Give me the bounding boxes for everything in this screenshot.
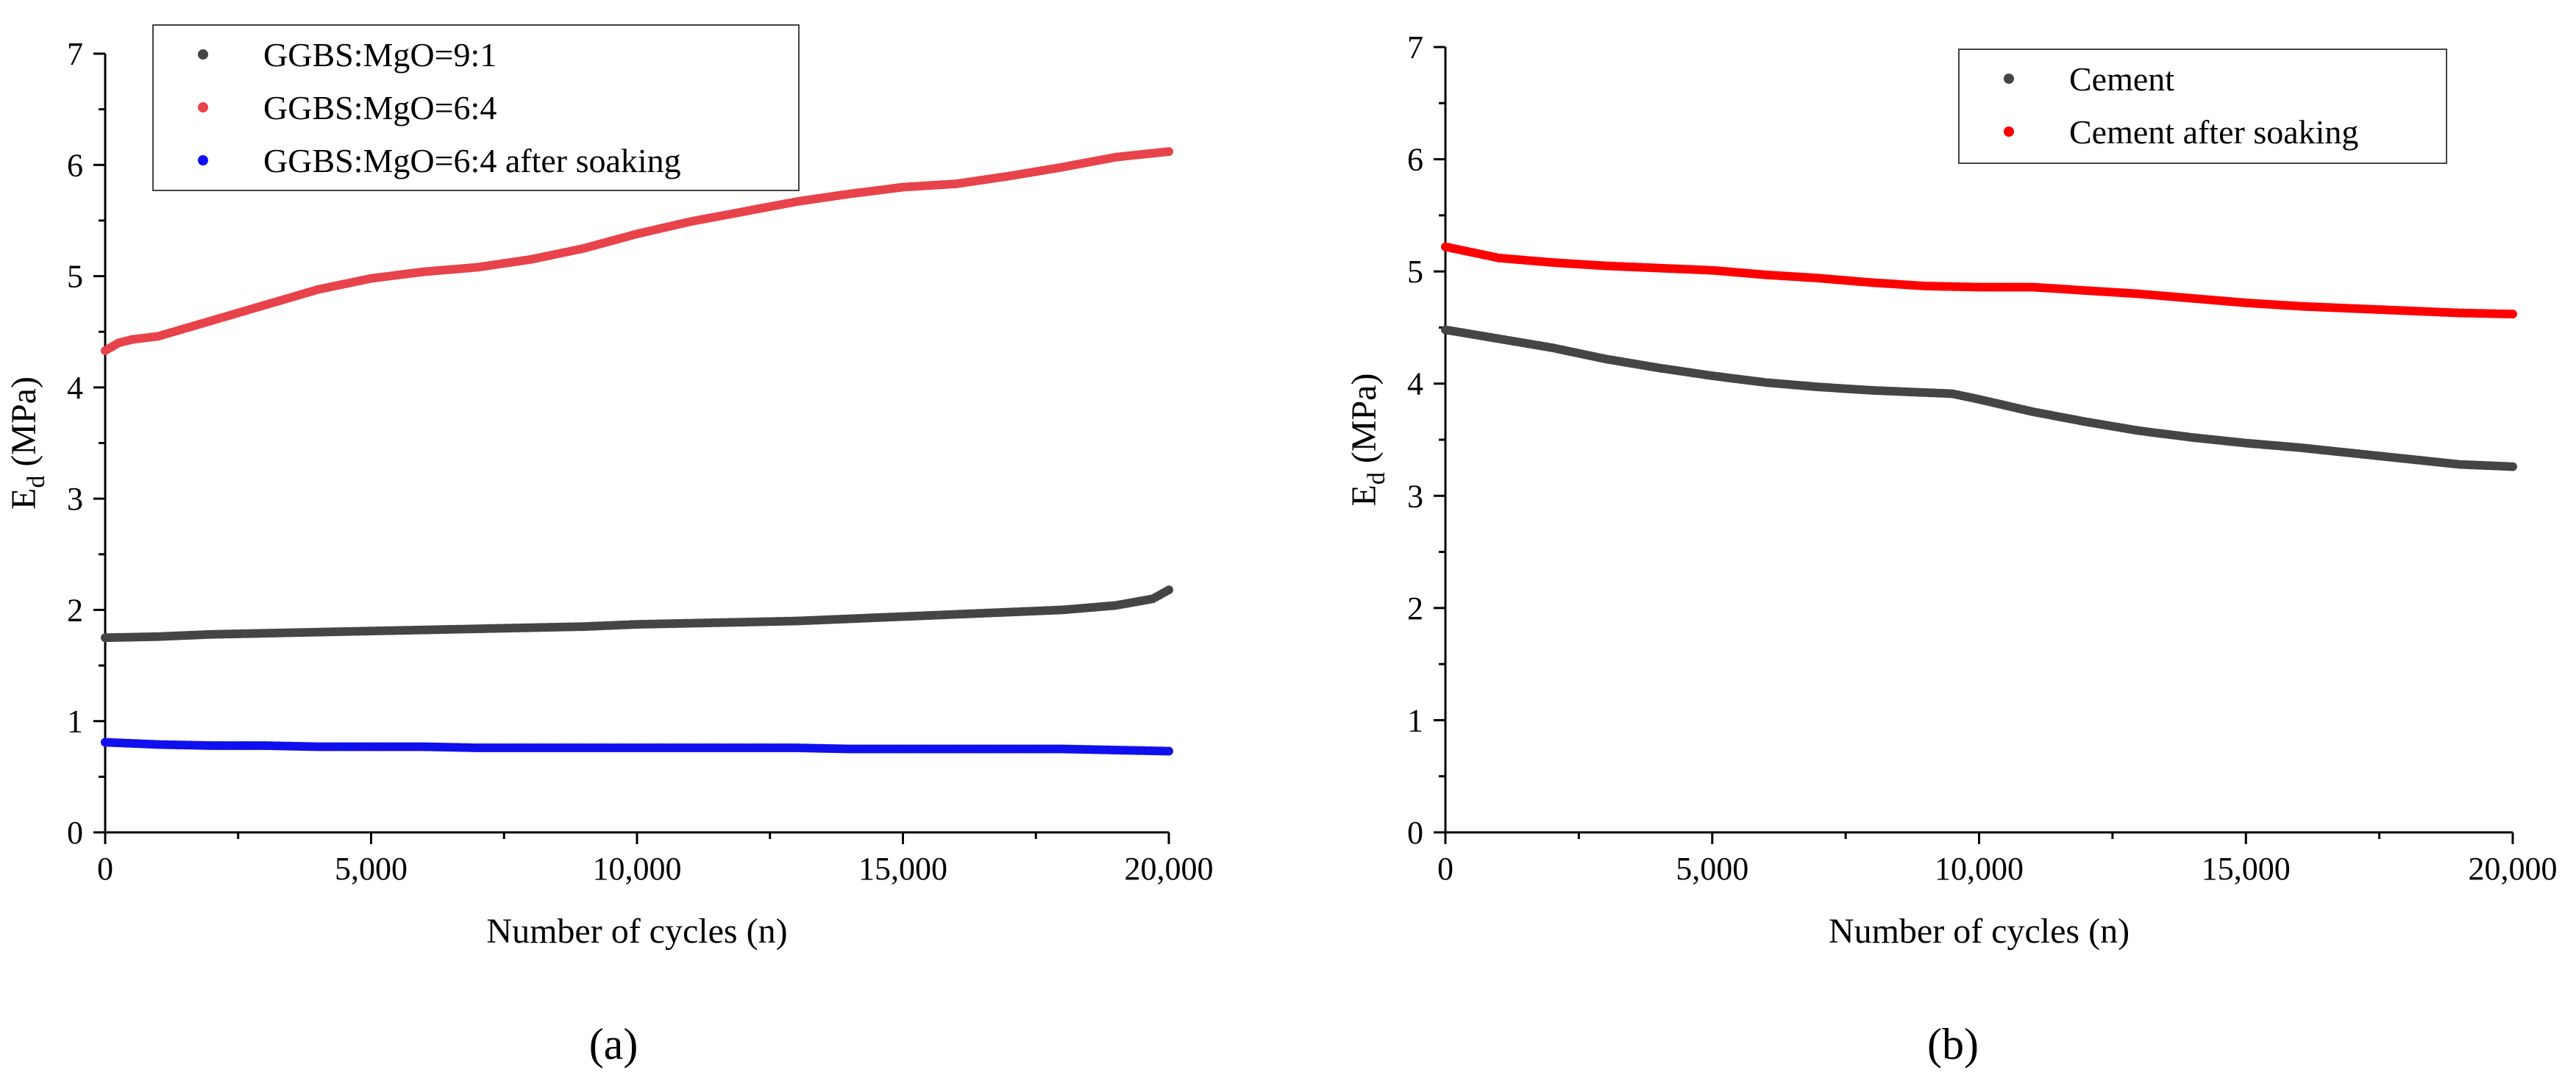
legend: Cement Cement after soaking: [1958, 49, 2447, 164]
legend-marker: [198, 155, 208, 165]
legend-box: [1958, 49, 2447, 164]
y-tick-label: 5: [1407, 254, 1423, 290]
x-tick-label: 20,000: [2469, 851, 2558, 887]
data-point: [1164, 746, 1173, 756]
y-axis-title-subscript: d: [23, 476, 50, 488]
legend-entry: GGBS:MgO=9:1: [263, 36, 497, 74]
x-tick-label: 20,000: [1125, 851, 1214, 887]
panel-label-b: (b): [1927, 1020, 1979, 1068]
x-tick-label: 10,000: [1935, 851, 2024, 887]
x-tick-label: 15,000: [858, 851, 947, 887]
chart-panel-a: 0 5,000 10,000 15,000 20,000 0 1 2 3 4 5 6 7 Number o…: [4, 24, 1214, 951]
x-axis-title: Number of cycles (n): [1829, 912, 2130, 951]
legend-entry: GGBS:MgO=6:4: [263, 89, 497, 126]
data-point: [1164, 585, 1173, 595]
y-axis-title-unit: (MPa): [4, 376, 43, 476]
data-point: [2508, 310, 2517, 319]
y-tick-label: 6: [1407, 142, 1423, 178]
y-tick-label: 6: [67, 147, 83, 183]
x-tick-label: 15,000: [2202, 851, 2291, 887]
y-axis-title-symbol: E: [4, 488, 43, 510]
y-axis-title: Ed (MPa): [1345, 374, 1390, 507]
legend-marker: [198, 102, 208, 113]
y-tick-label: 3: [67, 481, 83, 517]
series-a-1: [101, 147, 1173, 355]
y-tick-label: 7: [67, 36, 83, 72]
legend-marker: [198, 49, 208, 60]
x-axis-title: Number of cycles (n): [486, 912, 787, 951]
legend-marker: [2004, 74, 2014, 84]
series-b-0: [1441, 325, 2517, 471]
legend-marker: [2004, 126, 2014, 137]
data-point: [1164, 147, 1173, 157]
y-tick-label: 4: [67, 370, 83, 406]
x-tick-label: 0: [1437, 851, 1454, 887]
x-tick-label: 5,000: [1676, 851, 1748, 887]
series-a-0: [101, 585, 1173, 643]
legend-box: [152, 24, 800, 191]
y-tick-label: 2: [67, 592, 83, 628]
legend-entry: Cement after soaking: [2069, 113, 2358, 151]
y-tick-label: 2: [1407, 590, 1423, 626]
y-tick-label: 1: [67, 704, 83, 740]
y-tick-label: 7: [1407, 29, 1423, 65]
x-tick-label: 0: [97, 851, 113, 887]
y-axis-title-subscript: d: [1363, 472, 1390, 485]
y-axis-title-unit: (MPa): [1345, 374, 1384, 473]
y-tick-label: 0: [67, 815, 83, 851]
y-tick-label: 5: [67, 259, 83, 295]
y-tick-label: 0: [1407, 815, 1423, 851]
y-tick-label: 3: [1407, 478, 1423, 514]
legend-entry: GGBS:MgO=6:4 after soaking: [263, 142, 681, 179]
y-tick-label: 4: [1407, 366, 1423, 402]
chart-panel-b: 0 5,000 10,000 15,000 20,000 0 1 2 3 4 5 6 7 Number o…: [1345, 29, 2558, 951]
x-tick-label: 5,000: [335, 851, 408, 887]
legend: GGBS:MgO=9:1 GGBS:MgO=6:4 GGBS:MgO=6:4 aft…: [152, 24, 800, 191]
y-axis-title: Ed (MPa): [4, 376, 50, 510]
data-point: [2508, 462, 2517, 471]
series-a-2: [101, 738, 1173, 756]
panel-label-a: (a): [589, 1020, 638, 1068]
series-b-1: [1441, 242, 2517, 319]
y-tick-label: 1: [1407, 702, 1423, 738]
legend-entry: Cement: [2069, 60, 2174, 98]
y-axis-title-symbol: E: [1345, 485, 1384, 506]
x-tick-label: 10,000: [593, 851, 682, 887]
